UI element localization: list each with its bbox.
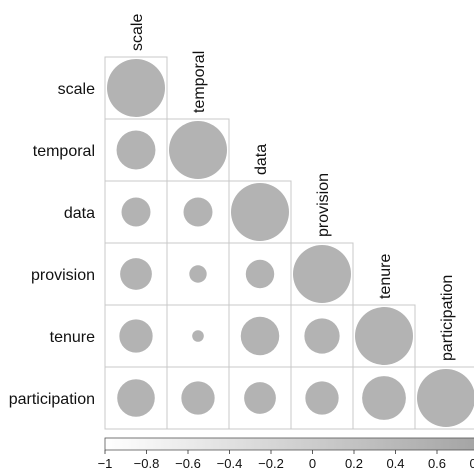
circle-participation-tenure (362, 376, 406, 420)
row-labels: scale temporal data provision tenure particip… (9, 81, 95, 408)
col-label-temporal: temporal (191, 51, 208, 113)
colorbar: −1 −0.8 −0.6 −0.4 −0.2 0 0.2 0.4 0.6 0.8 (98, 437, 474, 471)
row-label-temporal: temporal (33, 143, 95, 160)
row-label-data: data (64, 205, 95, 222)
circle-provision-data (245, 259, 275, 289)
colorbar-tick-label: −0.6 (175, 456, 201, 471)
circle-tenure-scale (119, 319, 153, 353)
col-label-data: data (253, 144, 270, 175)
colorbar-gradient (104, 437, 474, 451)
row-label-participation: participation (9, 391, 95, 408)
circle-scale-scale (107, 59, 165, 117)
row-label-provision: provision (31, 267, 95, 284)
col-label-scale: scale (129, 14, 146, 51)
row-label-tenure: tenure (50, 329, 95, 346)
circle-data-data (231, 183, 289, 241)
circle-tenure-temporal (192, 330, 204, 342)
circle-temporal-scale (116, 130, 156, 170)
circle-participation-participation (417, 369, 474, 427)
colorbar-tick-label: 0.6 (428, 456, 446, 471)
correlation-circles (107, 59, 474, 427)
circle-temporal-temporal (169, 121, 227, 179)
col-label-tenure: tenure (377, 254, 394, 299)
colorbar-tick-label: 0.2 (345, 456, 363, 471)
circle-participation-provision (305, 381, 339, 415)
circle-tenure-data (240, 316, 280, 356)
colorbar-tick-label: 0.8 (469, 456, 474, 471)
colorbar-tick-label: −0.4 (217, 456, 243, 471)
circle-tenure-provision (304, 318, 340, 354)
circle-data-temporal (183, 197, 213, 227)
cell-provision-temporal (166, 242, 230, 306)
circle-participation-data (244, 382, 276, 414)
circle-provision-scale (120, 258, 152, 290)
cell-tenure-provision (290, 304, 354, 368)
colorbar-tick-label: −1 (98, 456, 113, 471)
circle-participation-scale (117, 379, 155, 417)
circle-provision-temporal (189, 265, 207, 283)
row-label-scale: scale (58, 81, 95, 98)
col-label-provision: provision (315, 173, 332, 237)
colorbar-tick-label: 0.4 (386, 456, 404, 471)
circle-data-scale (121, 197, 151, 227)
correlation-cells (104, 56, 474, 430)
colorbar-tick-label: −0.8 (134, 456, 160, 471)
col-label-participation: participation (439, 275, 456, 361)
colorbar-tick-label: 0 (309, 456, 316, 471)
circle-tenure-tenure (355, 307, 413, 365)
circle-participation-temporal (181, 381, 215, 415)
circle-provision-provision (293, 245, 351, 303)
column-labels: scale temporal data provision tenure particip… (129, 14, 456, 361)
colorbar-tick-label: −0.2 (258, 456, 284, 471)
